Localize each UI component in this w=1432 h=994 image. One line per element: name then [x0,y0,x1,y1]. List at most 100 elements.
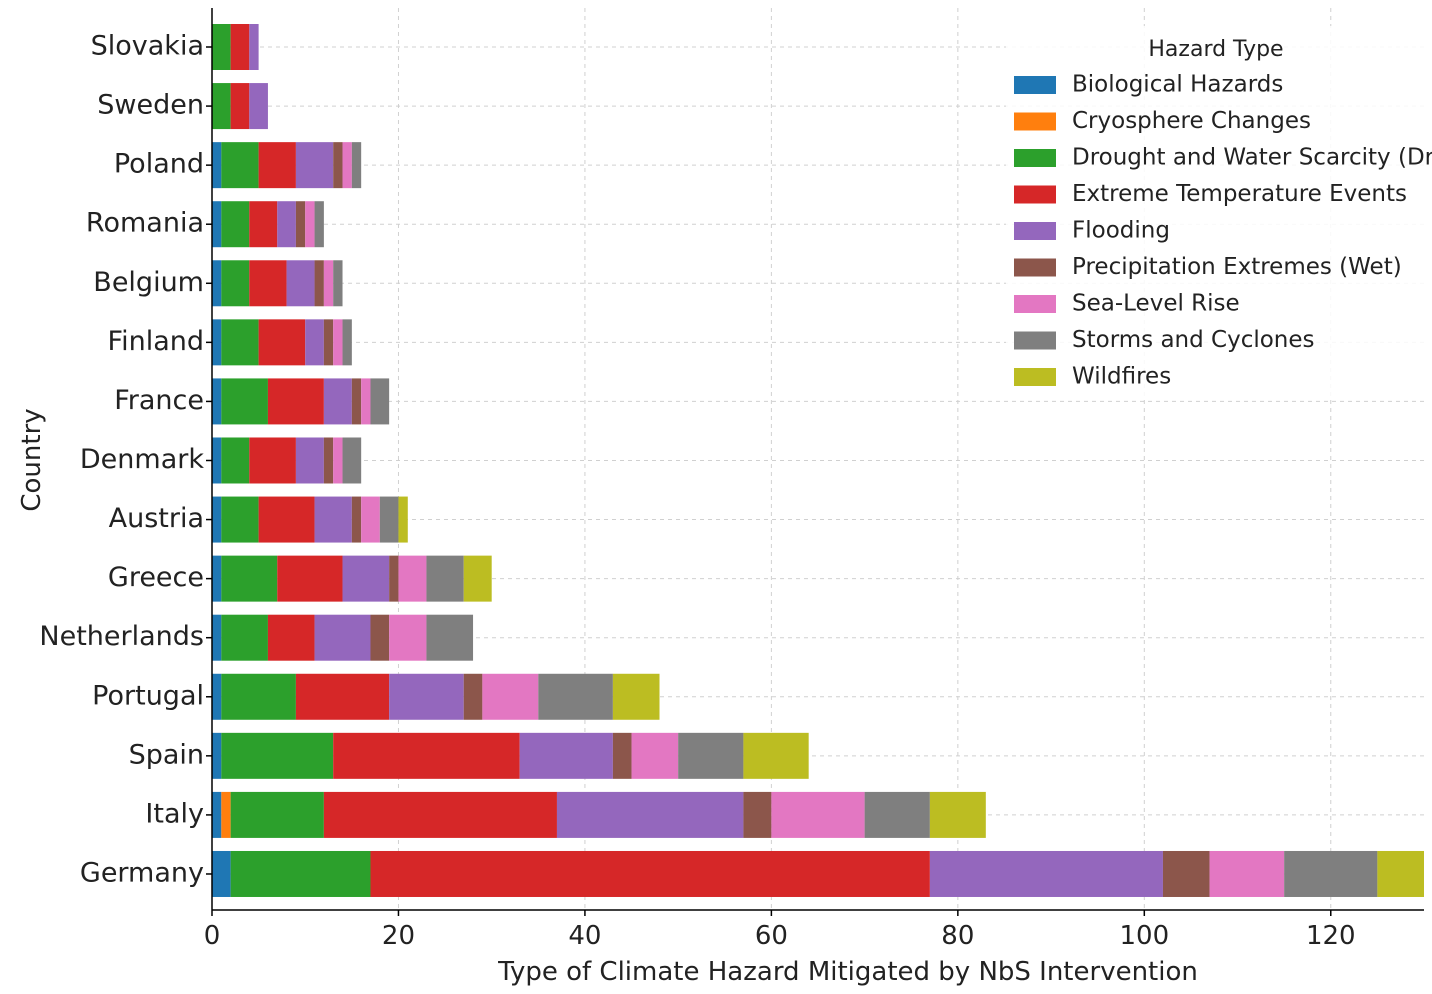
legend-label: Cryosphere Changes [1072,108,1311,134]
bar-segment [351,378,362,425]
bar-segment [221,260,250,307]
legend-swatch [1014,76,1056,94]
bar-segment [463,673,483,720]
bar-segment [221,496,259,543]
bar-segment [212,555,222,602]
bar-segment [612,673,660,720]
bar-segment [612,732,632,779]
bar-segment [482,673,539,720]
legend-title: Hazard Type [1148,37,1283,62]
bar-segment [212,496,222,543]
legend-label: Storms and Cyclones [1072,327,1315,353]
legend-label: Sea-Level Rise [1072,291,1240,317]
bar-segment [212,791,222,838]
bar-segment [342,437,362,484]
legend-label: Extreme Temperature Events [1072,181,1407,207]
bar-segment [370,850,930,897]
bar-segment [221,732,334,779]
x-tick-label: 0 [204,921,221,951]
bar-segment [463,555,492,602]
bar-segment [212,673,222,720]
legend-label: Drought and Water Scarcity (Dry) [1072,145,1432,171]
y-tick-label: Belgium [93,267,204,298]
axes [211,8,1424,911]
bar-segment [314,614,371,661]
bar-segment [333,319,343,366]
y-tick-labels: Slovakia Sweden Poland Romania Belgium Finlan… [39,31,212,888]
legend-label: Precipitation Extremes (Wet) [1072,254,1402,280]
bar-segment [249,24,259,70]
legend: Hazard Type Biological Hazards Cryosphere… [1006,26,1432,398]
bar-segment [314,201,324,248]
y-tick-label: Sweden [97,90,204,121]
bar-segment [342,319,352,366]
y-tick-label: Netherlands [39,621,204,652]
bar-segment [305,201,315,248]
bar-segment [1284,850,1378,897]
bar-segment [221,319,259,366]
bar-segment [221,673,296,720]
legend-label: Biological Hazards [1072,72,1283,98]
bar-segment [212,378,222,425]
y-axis-title: Country [17,408,47,511]
bar-segment [323,437,334,484]
bar-segment [212,732,222,779]
bar-segment [361,378,371,425]
bar-segment [929,850,1163,897]
bar-segment [333,260,343,307]
bar-segment [230,850,371,897]
bar-segment [295,673,390,720]
bar-segment [678,732,744,779]
bar-segment [389,673,464,720]
legend-items: Biological Hazards Cryosphere Changes Drou… [1014,72,1432,390]
bar-segment [221,555,278,602]
bar-segment [426,614,474,661]
bar-segment [230,791,324,838]
y-tick-label: Denmark [80,444,204,475]
bar-segment [323,791,557,838]
bar-segment [361,496,380,543]
bar-segment [389,555,399,602]
legend-swatch [1014,295,1056,313]
bar-segment [258,319,306,366]
bar-segment [230,24,250,70]
bar-segment [398,496,408,543]
bar-segment [221,614,268,661]
bar-segment [519,732,613,779]
bar-segment [212,83,231,130]
bar-segment [212,437,222,484]
bar-segment [305,319,324,366]
bar-segment [771,791,865,838]
bar-segment [342,555,390,602]
bar-segment [230,83,250,130]
bar-segment [212,614,222,661]
bar-segment [370,614,390,661]
bar-segment [323,319,334,366]
y-tick-label: Italy [145,798,204,829]
bar-segment [277,555,343,602]
bar-segment [743,732,809,779]
y-tick-label: Germany [80,857,204,888]
x-tick-label: 120 [1306,921,1356,951]
x-tick-label: 40 [568,921,601,951]
bar-segment [323,378,352,425]
y-tick-label: Romania [86,208,204,239]
x-tick-label: 100 [1119,921,1169,951]
bar-segment [221,142,259,189]
bar-segment [389,614,427,661]
bar-segment [212,142,222,189]
bar-segment [323,260,334,307]
bar-segment [295,437,324,484]
bar-segment [426,555,464,602]
bar-segment [1209,850,1285,897]
bar-segment [351,142,362,189]
x-axis-title: Type of Climate Hazard Mitigated by NbS … [497,957,1198,987]
bar-segment [864,791,930,838]
bar-segment [333,142,343,189]
bar-segment [249,83,268,130]
bar-segment [295,142,334,189]
bar-segment [221,201,250,248]
bar-segment [314,496,352,543]
bar-segment [286,260,315,307]
